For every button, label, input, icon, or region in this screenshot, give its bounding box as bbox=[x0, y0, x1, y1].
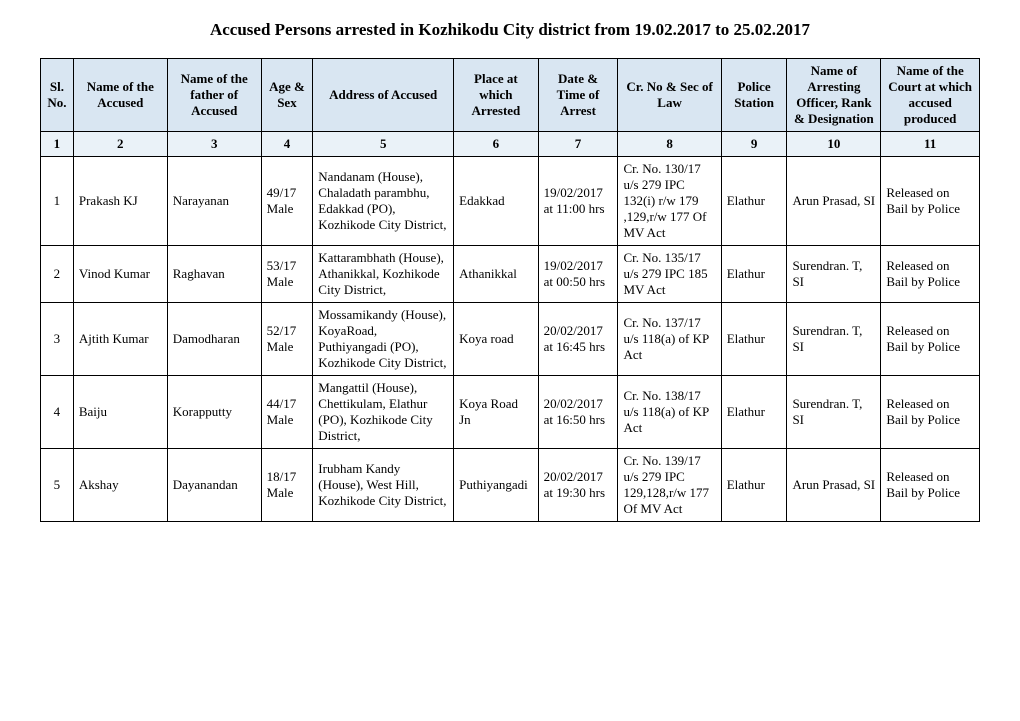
col-header-sl: Sl. No. bbox=[41, 59, 74, 132]
colnum-7: 7 bbox=[538, 132, 618, 157]
cell-place: Edakkad bbox=[454, 157, 539, 246]
col-header-datetime: Date & Time of Arrest bbox=[538, 59, 618, 132]
cell-station: Elathur bbox=[721, 246, 787, 303]
arrest-table: Sl. No. Name of the Accused Name of the … bbox=[40, 58, 980, 522]
cell-age: 49/17 Male bbox=[261, 157, 313, 246]
cell-court: Released on Bail by Police bbox=[881, 303, 980, 376]
cell-datetime: 20/02/2017 at 16:45 hrs bbox=[538, 303, 618, 376]
cell-officer: Surendran. T, SI bbox=[787, 376, 881, 449]
cell-datetime: 20/02/2017 at 19:30 hrs bbox=[538, 449, 618, 522]
cell-father: Korapputty bbox=[167, 376, 261, 449]
page-title: Accused Persons arrested in Kozhikodu Ci… bbox=[40, 20, 980, 40]
cell-station: Elathur bbox=[721, 376, 787, 449]
cell-crno: Cr. No. 139/17 u/s 279 IPC 129,128,r/w 1… bbox=[618, 449, 721, 522]
col-header-name: Name of the Accused bbox=[73, 59, 167, 132]
col-header-father: Name of the father of Accused bbox=[167, 59, 261, 132]
cell-sl: 4 bbox=[41, 376, 74, 449]
cell-name: Baiju bbox=[73, 376, 167, 449]
cell-crno: Cr. No. 130/17 u/s 279 IPC 132(i) r/w 17… bbox=[618, 157, 721, 246]
cell-age: 52/17 Male bbox=[261, 303, 313, 376]
cell-father: Raghavan bbox=[167, 246, 261, 303]
cell-father: Damodharan bbox=[167, 303, 261, 376]
cell-name: Ajtith Kumar bbox=[73, 303, 167, 376]
cell-crno: Cr. No. 135/17 u/s 279 IPC 185 MV Act bbox=[618, 246, 721, 303]
cell-crno: Cr. No. 138/17 u/s 118(a) of KP Act bbox=[618, 376, 721, 449]
cell-officer: Arun Prasad, SI bbox=[787, 449, 881, 522]
cell-officer: Arun Prasad, SI bbox=[787, 157, 881, 246]
colnum-10: 10 bbox=[787, 132, 881, 157]
cell-datetime: 20/02/2017 at 16:50 hrs bbox=[538, 376, 618, 449]
cell-name: Prakash KJ bbox=[73, 157, 167, 246]
table-row: 4 Baiju Korapputty 44/17 Male Mangattil … bbox=[41, 376, 980, 449]
cell-address: Kattarambhath (House), Athanikkal, Kozhi… bbox=[313, 246, 454, 303]
col-header-officer: Name of Arresting Officer, Rank & Design… bbox=[787, 59, 881, 132]
cell-court: Released on Bail by Police bbox=[881, 246, 980, 303]
col-header-crno: Cr. No & Sec of Law bbox=[618, 59, 721, 132]
cell-name: Akshay bbox=[73, 449, 167, 522]
cell-court: Released on Bail by Police bbox=[881, 376, 980, 449]
cell-address: Mangattil (House), Chettikulam, Elathur … bbox=[313, 376, 454, 449]
cell-crno: Cr. No. 137/17 u/s 118(a) of KP Act bbox=[618, 303, 721, 376]
cell-datetime: 19/02/2017 at 11:00 hrs bbox=[538, 157, 618, 246]
cell-address: Irubham Kandy (House), West Hill, Kozhik… bbox=[313, 449, 454, 522]
cell-father: Narayanan bbox=[167, 157, 261, 246]
col-header-station: Police Station bbox=[721, 59, 787, 132]
table-row: 1 Prakash KJ Narayanan 49/17 Male Nandan… bbox=[41, 157, 980, 246]
header-row: Sl. No. Name of the Accused Name of the … bbox=[41, 59, 980, 132]
cell-station: Elathur bbox=[721, 303, 787, 376]
cell-datetime: 19/02/2017 at 00:50 hrs bbox=[538, 246, 618, 303]
cell-sl: 2 bbox=[41, 246, 74, 303]
cell-sl: 3 bbox=[41, 303, 74, 376]
cell-court: Released on Bail by Police bbox=[881, 449, 980, 522]
cell-officer: Surendran. T, SI bbox=[787, 303, 881, 376]
cell-place: Puthiyangadi bbox=[454, 449, 539, 522]
colnum-8: 8 bbox=[618, 132, 721, 157]
cell-station: Elathur bbox=[721, 449, 787, 522]
cell-address: Nandanam (House), Chaladath parambhu, Ed… bbox=[313, 157, 454, 246]
cell-place: Koya road bbox=[454, 303, 539, 376]
colnum-11: 11 bbox=[881, 132, 980, 157]
cell-age: 18/17 Male bbox=[261, 449, 313, 522]
cell-court: Released on Bail by Police bbox=[881, 157, 980, 246]
colnum-3: 3 bbox=[167, 132, 261, 157]
colnum-5: 5 bbox=[313, 132, 454, 157]
colnum-9: 9 bbox=[721, 132, 787, 157]
table-row: 2 Vinod Kumar Raghavan 53/17 Male Kattar… bbox=[41, 246, 980, 303]
col-header-court: Name of the Court at which accused produ… bbox=[881, 59, 980, 132]
column-number-row: 1 2 3 4 5 6 7 8 9 10 11 bbox=[41, 132, 980, 157]
cell-sl: 5 bbox=[41, 449, 74, 522]
cell-age: 53/17 Male bbox=[261, 246, 313, 303]
colnum-2: 2 bbox=[73, 132, 167, 157]
colnum-1: 1 bbox=[41, 132, 74, 157]
cell-place: Koya Road Jn bbox=[454, 376, 539, 449]
cell-father: Dayanandan bbox=[167, 449, 261, 522]
cell-age: 44/17 Male bbox=[261, 376, 313, 449]
cell-address: Mossamikandy (House), KoyaRoad, Puthiyan… bbox=[313, 303, 454, 376]
table-row: 5 Akshay Dayanandan 18/17 Male Irubham K… bbox=[41, 449, 980, 522]
cell-officer: Surendran. T, SI bbox=[787, 246, 881, 303]
col-header-age: Age & Sex bbox=[261, 59, 313, 132]
cell-name: Vinod Kumar bbox=[73, 246, 167, 303]
col-header-address: Address of Accused bbox=[313, 59, 454, 132]
table-row: 3 Ajtith Kumar Damodharan 52/17 Male Mos… bbox=[41, 303, 980, 376]
cell-sl: 1 bbox=[41, 157, 74, 246]
cell-place: Athanikkal bbox=[454, 246, 539, 303]
cell-station: Elathur bbox=[721, 157, 787, 246]
colnum-4: 4 bbox=[261, 132, 313, 157]
col-header-place: Place at which Arrested bbox=[454, 59, 539, 132]
colnum-6: 6 bbox=[454, 132, 539, 157]
